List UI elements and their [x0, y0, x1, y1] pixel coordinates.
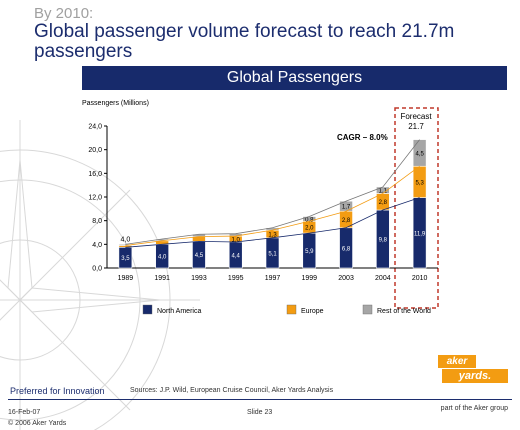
- footer-date: 16-Feb-07: [8, 409, 41, 416]
- slide-kicker: By 2010:: [34, 5, 94, 22]
- y-tick-label: 0,0: [92, 266, 102, 273]
- legend-label: North America: [157, 308, 201, 315]
- legend-swatch: [286, 304, 297, 315]
- data-label: 9,8: [379, 238, 388, 244]
- legend-label: Europe: [301, 308, 324, 315]
- footer-copyright: © 2006 Aker Yards: [8, 420, 67, 427]
- x-tick-label: 1999: [301, 275, 317, 282]
- trend-line: [125, 197, 420, 248]
- y-tick-label: 24,0: [88, 124, 102, 131]
- footer-slide-number: Slide 23: [247, 409, 273, 416]
- data-label: 5,1: [268, 251, 277, 257]
- forecast-value: 21.7: [408, 122, 424, 131]
- data-label: 6,8: [342, 246, 351, 252]
- data-label: 2,8: [342, 218, 351, 224]
- legend-swatch: [142, 304, 153, 315]
- data-label: 4,5: [195, 253, 204, 259]
- data-label: 11,9: [414, 231, 426, 237]
- data-label: 1,0: [232, 238, 241, 244]
- data-label: 3,5: [121, 256, 130, 262]
- data-label: 4,5: [415, 151, 424, 157]
- data-label: 1,3: [268, 232, 277, 238]
- data-label: 1,1: [379, 189, 388, 195]
- logo-top: aker: [438, 355, 476, 368]
- y-axis-label: Passengers (Millions): [82, 100, 149, 107]
- footer-source: Sources: J.P. Wild, European Cruise Coun…: [130, 387, 334, 394]
- x-tick-label: 2004: [375, 275, 391, 282]
- x-tick-label: 2010: [412, 275, 428, 282]
- chart-banner: Global Passengers: [82, 66, 507, 90]
- y-tick-label: 4,0: [92, 242, 102, 249]
- slide-headline: Global passenger volume forecast to reac…: [34, 21, 455, 62]
- aker-yards-logo: aker yards.: [438, 355, 508, 383]
- cagr-annotation: CAGR – 8.0%: [337, 133, 388, 142]
- x-tick-label: 1995: [228, 275, 244, 282]
- data-label: 5,3: [415, 180, 424, 186]
- data-label: 5,9: [305, 249, 314, 255]
- x-tick-label: 1997: [265, 275, 281, 282]
- trend-line: [125, 165, 420, 246]
- data-label: 1,7: [342, 205, 351, 211]
- x-tick-label: 1989: [118, 275, 134, 282]
- data-label: 2,0: [305, 226, 314, 232]
- forecast-label: Forecast: [400, 112, 432, 121]
- legend-swatch: [362, 304, 373, 315]
- data-label: 4,4: [232, 253, 241, 259]
- logo-bottom: yards.: [442, 369, 508, 383]
- forecast-highlight-box: [394, 107, 439, 309]
- x-tick-label: 1993: [191, 275, 207, 282]
- footer-group: part of the Aker group: [440, 405, 508, 412]
- x-tick-label: 1991: [154, 275, 170, 282]
- x-tick-label: 2003: [338, 275, 354, 282]
- total-label: 4,0: [121, 236, 131, 243]
- footer-tagline: Preferred for Innovation: [10, 386, 105, 396]
- legend-label: Rest of the World: [377, 308, 431, 315]
- y-tick-label: 20,0: [88, 147, 102, 154]
- data-label: 0,8: [305, 217, 314, 223]
- y-tick-label: 16,0: [88, 171, 102, 178]
- footer-divider: [8, 399, 512, 400]
- y-tick-label: 12,0: [88, 195, 102, 202]
- data-label: 4,0: [158, 255, 167, 261]
- y-tick-label: 8,0: [92, 218, 102, 225]
- data-label: 2,8: [379, 200, 388, 206]
- trend-line: [125, 139, 420, 245]
